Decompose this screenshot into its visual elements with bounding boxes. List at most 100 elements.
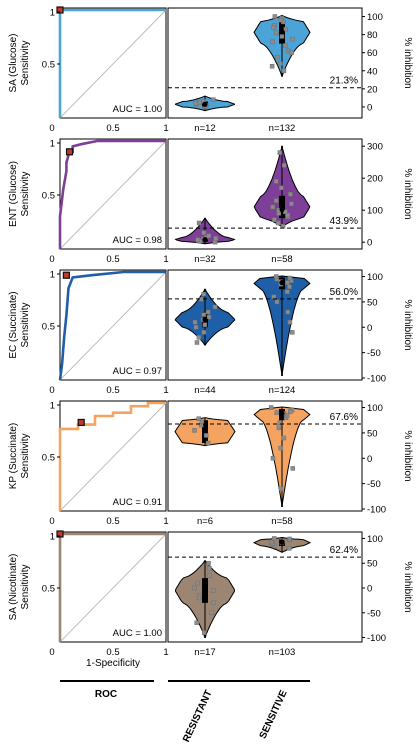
violin-data-point <box>277 150 283 155</box>
threshold-label: 43.9% <box>330 216 358 227</box>
roc-x-tick-label: 0 <box>49 254 54 265</box>
violin-n-label: n=58 <box>271 516 292 527</box>
x-axis-label: 1-Specificity <box>86 658 140 669</box>
violin-data-point <box>278 486 284 491</box>
violin-data-point <box>206 314 212 320</box>
roc-optimal-point <box>62 271 70 279</box>
violin-data-point <box>287 409 293 414</box>
violin-y-tick-label: -100 <box>367 505 386 516</box>
roc-y-axis-label-group: SA (Nicotinate) <box>8 554 19 621</box>
roc-y-tick-label: 0.5 <box>42 191 55 202</box>
violin-data-point <box>281 435 287 441</box>
roc-x-tick-label: 1 <box>163 254 168 265</box>
violin-data-point <box>290 330 295 335</box>
violin-data-point <box>211 97 216 102</box>
violin-data-point <box>212 239 218 245</box>
violin-data-point <box>281 68 287 74</box>
violin-data-point <box>203 433 209 438</box>
violin-data-point <box>285 309 291 315</box>
violin-data-point <box>201 312 206 317</box>
violin-y-axis-label: % inhibition <box>402 561 413 612</box>
violin-data-point <box>209 610 214 616</box>
violin-y-tick-label: -100 <box>367 633 386 644</box>
violin-data-point <box>274 299 280 305</box>
violin-data-point <box>285 289 290 295</box>
violin-data-point <box>271 25 276 30</box>
violin-data-point <box>288 191 293 197</box>
violin-data-point <box>271 536 277 541</box>
violin-n-label: n=17 <box>194 647 215 658</box>
violin-data-point <box>272 217 277 223</box>
roc-x-tick-label: 1 <box>163 647 168 658</box>
roc-x-tick-label: 0 <box>49 516 54 527</box>
violin-y-axis-label: % inhibition <box>402 299 413 350</box>
violin-data-point <box>276 220 281 226</box>
violin-median-dot <box>202 587 208 594</box>
violin-data-point <box>269 539 274 545</box>
violin-data-point <box>275 54 280 60</box>
roc-curve <box>58 270 166 381</box>
roc-x-tick-label: 1 <box>163 123 168 134</box>
violin-y-tick-label: 20 <box>367 84 378 95</box>
violin-data-point <box>287 284 292 289</box>
roc-curve <box>58 401 166 511</box>
roc-y-tick-label: 1 <box>50 532 55 543</box>
auc-label: AUC = 1.00 <box>113 628 162 639</box>
roc-y-axis-label-group: KP (Succinate) <box>8 423 19 490</box>
violin-data-point <box>289 201 294 207</box>
roc-x-tick-label: 1 <box>163 516 168 527</box>
violin-data-point <box>287 275 293 281</box>
roc-y-tick-label: 0.5 <box>42 584 55 595</box>
violin-data-point <box>290 466 296 471</box>
violin-data-point <box>201 292 206 297</box>
violin-data-point <box>198 297 204 302</box>
violin-n-label: n=32 <box>194 254 215 265</box>
threshold-label: 67.6% <box>330 412 358 423</box>
violin-n-label: n=58 <box>271 254 292 265</box>
roc-x-tick-label: 0 <box>49 647 54 658</box>
violin-data-point <box>201 330 207 335</box>
roc-diagonal-reference <box>59 9 167 119</box>
violin-n-label: n=103 <box>269 647 296 658</box>
violin-data-point <box>289 50 294 55</box>
violin-data-point <box>279 34 285 39</box>
violin-n-label: n=12 <box>194 123 215 134</box>
violin-data-point <box>192 585 197 591</box>
violin-y-tick-label: -100 <box>367 374 386 385</box>
violin-y-tick-label: 50 <box>367 297 378 308</box>
violin-data-point <box>270 39 275 45</box>
violin-y-tick-label: 200 <box>367 174 383 185</box>
violin-y-tick-label: 50 <box>367 428 378 439</box>
roc-optimal-point <box>77 418 85 427</box>
roc-x-tick-label: 0.5 <box>106 254 119 265</box>
auc-label: AUC = 1.00 <box>113 104 162 115</box>
threshold-label: 56.0% <box>330 287 358 298</box>
violin-y-tick-label: 50 <box>367 559 378 570</box>
auc-label: AUC = 0.98 <box>113 235 162 246</box>
roc-y-axis-label: Sensitivity <box>20 302 31 347</box>
roc-y-axis-label-group: ENT (Glucose) <box>8 161 19 227</box>
violin-y-tick-label: 40 <box>367 66 378 77</box>
violin-data-point <box>202 322 208 327</box>
violin-y-tick-label: 100 <box>367 12 383 23</box>
roc-y-axis-label-group: SA (Glucose) <box>8 34 19 93</box>
violin-data-point <box>196 220 202 226</box>
roc-y-axis-label: Sensitivity <box>20 564 31 609</box>
violin-data-point <box>194 620 200 625</box>
violin-data-point <box>272 14 278 19</box>
violin-data-point <box>274 198 279 203</box>
roc-x-tick-label: 0.5 <box>106 123 119 134</box>
violin-data-point <box>285 212 290 218</box>
roc-diagonal-reference <box>59 140 167 250</box>
auc-label: AUC = 0.91 <box>113 497 162 508</box>
violin-y-tick-label: -50 <box>367 479 381 490</box>
roc-x-tick-label: 0 <box>49 123 54 134</box>
violin-data-point <box>206 233 212 239</box>
violin-data-point <box>270 456 276 461</box>
violin-y-tick-label: 80 <box>367 30 378 41</box>
violin-data-point <box>278 445 283 451</box>
violin-median-dot <box>279 411 285 417</box>
violin-y-tick-label: -50 <box>367 608 381 619</box>
violin-y-tick-label: 100 <box>367 534 383 545</box>
